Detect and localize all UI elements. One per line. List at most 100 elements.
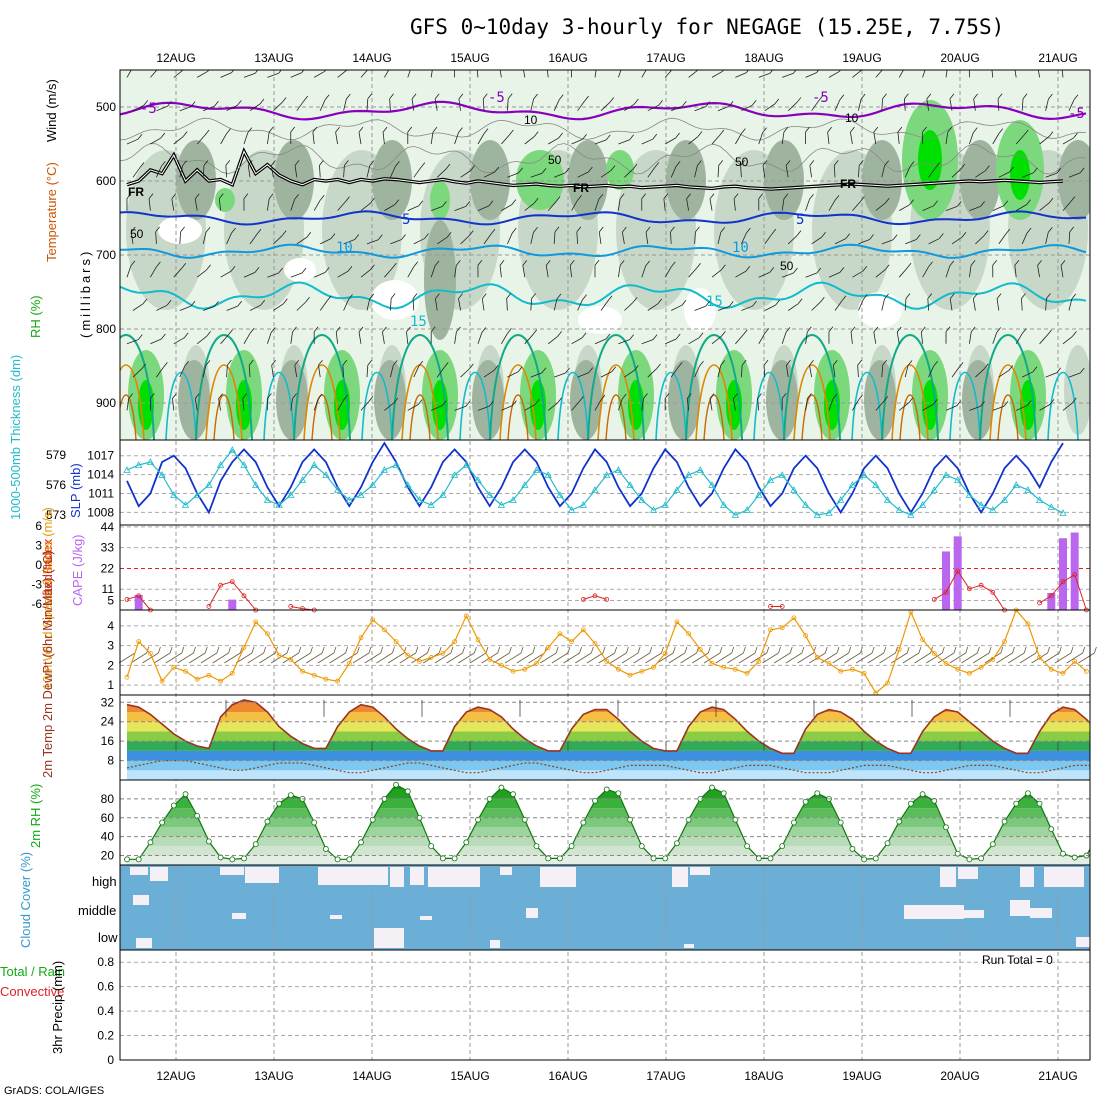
wind-barb	[290, 331, 293, 344]
wind-speed-marker	[498, 662, 504, 668]
wind-barb-feather	[958, 362, 964, 368]
wind-barb-feather	[598, 226, 604, 233]
wind-barb-feather	[207, 70, 210, 72]
wind-barb-feather	[781, 393, 787, 399]
wind-barb-feather	[533, 226, 538, 233]
wind-barb	[413, 238, 425, 245]
wind-barb	[249, 304, 261, 311]
wind-barb-feather	[634, 98, 639, 105]
wind-speed-marker	[651, 664, 656, 670]
wind-barb-feather	[778, 646, 781, 654]
rh2m-marker	[533, 843, 540, 850]
wind-speed-marker	[183, 668, 188, 674]
wind-barb-feather	[850, 126, 855, 133]
thickness-tick-label: 579	[46, 448, 66, 462]
wind-barb-feather	[298, 646, 302, 654]
wind-barb	[1045, 298, 1047, 311]
wind-barb-feather	[435, 293, 440, 299]
wind-barb-feather	[1069, 226, 1075, 233]
wind-barb-feather	[956, 201, 962, 207]
wind-barb	[618, 139, 630, 145]
wind-barb	[787, 303, 799, 311]
rh2m-marker	[709, 784, 715, 791]
wind-barb-feather	[598, 193, 604, 200]
thickness-marker	[1000, 496, 1009, 503]
wind-barb-feather	[558, 132, 563, 139]
wind-barb-feather	[1079, 167, 1085, 174]
wind-barb	[692, 652, 709, 664]
wind-barb-feather	[204, 646, 208, 654]
wind-barb	[711, 71, 723, 78]
lifted-index-marker	[779, 604, 785, 609]
wind-barb	[360, 202, 371, 211]
wind-barb	[991, 70, 994, 78]
lifted-index-marker	[136, 593, 142, 599]
wind-barb	[516, 652, 534, 664]
temp-band	[127, 731, 1090, 742]
wind-barb-feather	[247, 127, 253, 133]
wind-barb-feather	[395, 161, 400, 167]
wind-barb	[928, 238, 940, 245]
wind-barb	[827, 132, 830, 145]
wind-barb	[522, 265, 526, 278]
wind-barb	[668, 652, 686, 664]
lifted-index-marker	[206, 604, 212, 609]
wind-barb-feather	[358, 326, 364, 333]
temp-warm-contour	[801, 394, 823, 440]
wind-barb-feather	[541, 367, 547, 373]
wind-barb-feather	[481, 293, 487, 299]
temp-15-contour	[165, 372, 197, 440]
wind-barb-feather	[827, 126, 832, 133]
wind-barb-feather	[150, 393, 155, 399]
wind-barb-feather	[330, 233, 336, 239]
wind-barb-feather	[746, 227, 751, 234]
wind-barb-feather	[805, 126, 810, 133]
wind-barb-feather	[242, 393, 247, 399]
wind-barb	[998, 370, 1010, 378]
lifted-index-marker	[300, 606, 305, 611]
temp-band	[127, 770, 1090, 780]
wind-barb	[290, 199, 296, 211]
cloud-gap	[958, 867, 978, 879]
wind-barb	[926, 652, 943, 664]
wind-barb-feather	[312, 126, 318, 133]
cape-bar	[942, 551, 950, 610]
wind-barb-feather	[139, 162, 145, 168]
rh-shade	[962, 360, 994, 440]
rh-band	[127, 789, 1090, 799]
wind-barb	[267, 198, 270, 211]
wind-barb	[1016, 405, 1028, 411]
wind-speed-marker	[323, 676, 329, 682]
wind-barb	[384, 402, 395, 411]
temp-20-contour	[391, 334, 449, 440]
wind-barb-feather	[445, 163, 451, 170]
cloud-gap	[690, 867, 710, 875]
wind-speed-marker	[1084, 668, 1089, 674]
wind-barb-feather	[858, 160, 864, 166]
wind-barb-feather	[163, 362, 168, 368]
wind-barb-feather	[579, 646, 582, 654]
lifted-index-marker	[288, 604, 294, 609]
wind-barb	[454, 265, 457, 278]
thickness-marker	[673, 486, 681, 493]
wind-barb-feather	[450, 646, 454, 654]
ylabel-thickness: 1000-500mb Thickness (dm)	[8, 355, 23, 520]
rh-contour	[120, 117, 1087, 141]
wind-barb	[501, 333, 508, 345]
wind-barb-feather	[607, 295, 613, 302]
wind-barb	[434, 98, 438, 111]
thickness-marker	[450, 471, 459, 478]
wind-barb-feather	[809, 160, 815, 166]
wind-barb-feather	[541, 167, 547, 174]
rh-tick-label: 40	[101, 830, 115, 844]
wind-barb	[528, 652, 545, 664]
wind-barb	[1068, 172, 1081, 178]
wind-barb	[914, 652, 931, 664]
wind-barb	[226, 305, 238, 311]
wind-barb	[809, 165, 812, 178]
wind-barb-feather	[991, 60, 995, 65]
wind-barb	[711, 269, 722, 278]
rh-shade	[578, 306, 622, 334]
rh-tick-label: 60	[101, 811, 115, 825]
wind-barb-feather	[389, 93, 394, 99]
